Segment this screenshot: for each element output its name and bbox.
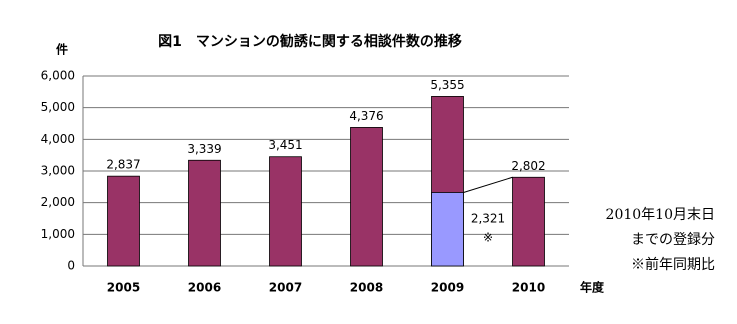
- x-tick-label: 2008: [350, 281, 383, 295]
- y-tick-label: 2,000: [41, 195, 75, 209]
- note-line: ※前年同期比: [631, 256, 715, 273]
- y-axis-label: 件: [56, 42, 68, 57]
- chart-title: 図1 マンションの勧誘に関する相談件数の推移: [158, 33, 462, 50]
- y-tick-label: 0: [67, 259, 75, 273]
- bar: [188, 159, 221, 267]
- comparison-label: 2,321: [471, 212, 505, 226]
- x-tick-label: 2007: [269, 281, 302, 295]
- value-label: 5,355: [430, 78, 464, 92]
- value-label: 2,802: [511, 159, 545, 173]
- value-label: 3,339: [187, 142, 221, 156]
- y-tick-label: 3,000: [41, 164, 75, 178]
- x-tick-label: 2005: [107, 281, 140, 295]
- note-line: までの登録分: [631, 232, 715, 248]
- value-label: 4,376: [349, 109, 383, 123]
- bar: [512, 176, 545, 267]
- note-line: 2010年10月末日: [606, 207, 715, 223]
- x-tick-label: 2006: [188, 281, 221, 295]
- y-tick-label: 1,000: [41, 227, 75, 241]
- bar: [269, 156, 302, 267]
- x-tick-label: 2010: [512, 281, 545, 295]
- x-axis-label: 年度: [580, 280, 605, 295]
- value-label: 2,837: [106, 158, 140, 172]
- comparison-mark: ※: [483, 231, 493, 245]
- comparison-bar: [431, 192, 464, 267]
- y-tick-label: 4,000: [41, 132, 75, 146]
- y-tick-label: 6,000: [41, 69, 75, 83]
- value-label: 3,451: [268, 138, 302, 152]
- bar: [107, 175, 140, 267]
- x-tick-label: 2009: [431, 281, 464, 295]
- y-tick-label: 5,000: [41, 100, 75, 114]
- bar: [350, 127, 383, 267]
- connector-line: [463, 176, 513, 193]
